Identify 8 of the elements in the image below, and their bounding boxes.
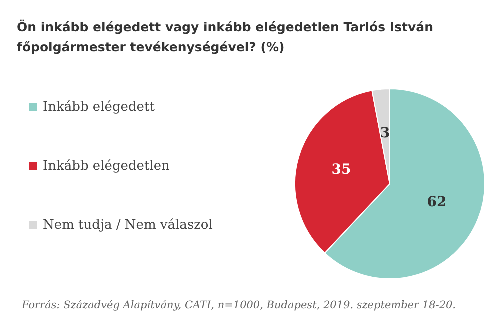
data-label: 3 — [380, 126, 390, 142]
chart-title: Ön inkább elégedett vagy inkább elégedetlen Tarlós István főpolgármester tevékenységével? (%) — [17, 20, 438, 54]
legend-label: Inkább elégedetlen — [43, 159, 171, 174]
legend-label: Inkább elégedett — [43, 100, 156, 115]
data-label: 62 — [427, 194, 447, 211]
legend-label: Nem tudja / Nem válaszol — [43, 218, 213, 233]
text: Forrás: Századvég Alapítvány, CATI, n=1000, Budapest, 2019. szeptember 18-20. — [21, 300, 456, 312]
data-label: 35 — [332, 162, 352, 178]
